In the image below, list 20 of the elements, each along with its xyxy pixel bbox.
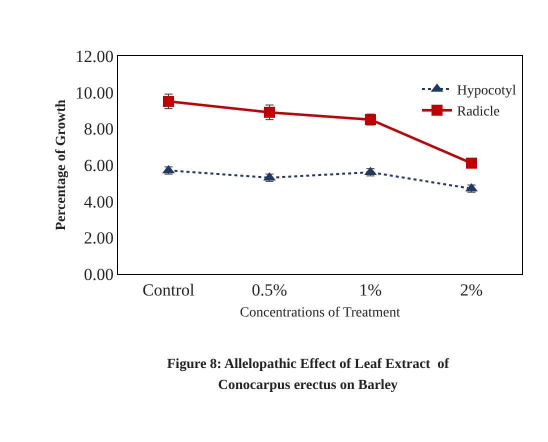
legend-label: Radicle — [457, 104, 500, 120]
point — [264, 106, 275, 118]
y-tick-label: 10.00 — [75, 83, 114, 102]
point — [466, 158, 477, 169]
y-tick-label: 12.00 — [75, 46, 114, 66]
y-tick-label: 6.00 — [84, 156, 114, 175]
x-axis-title: Concentrations of Treatment — [240, 306, 400, 321]
y-tick-label: 0.00 — [84, 264, 114, 284]
x-tick-label: 1% — [359, 280, 382, 300]
point — [163, 96, 174, 107]
y-axis-title: Percentage of Growth — [54, 99, 69, 230]
y-tick-label: 4.00 — [84, 192, 114, 212]
caption: Figure 8: Allelopathic Effect of Leaf Extract of — [167, 357, 450, 372]
legend-label: Hypocotyl — [457, 84, 516, 98]
y-tick-label: 8.00 — [84, 120, 114, 139]
y-tick-label: 2.00 — [84, 228, 114, 248]
x-tick-label: 0.5% — [252, 280, 288, 300]
text: Conocarpus erectus on Barley — [218, 378, 398, 393]
x-tick-label: 2% — [460, 280, 483, 300]
x-tick-label: Control — [142, 280, 195, 300]
